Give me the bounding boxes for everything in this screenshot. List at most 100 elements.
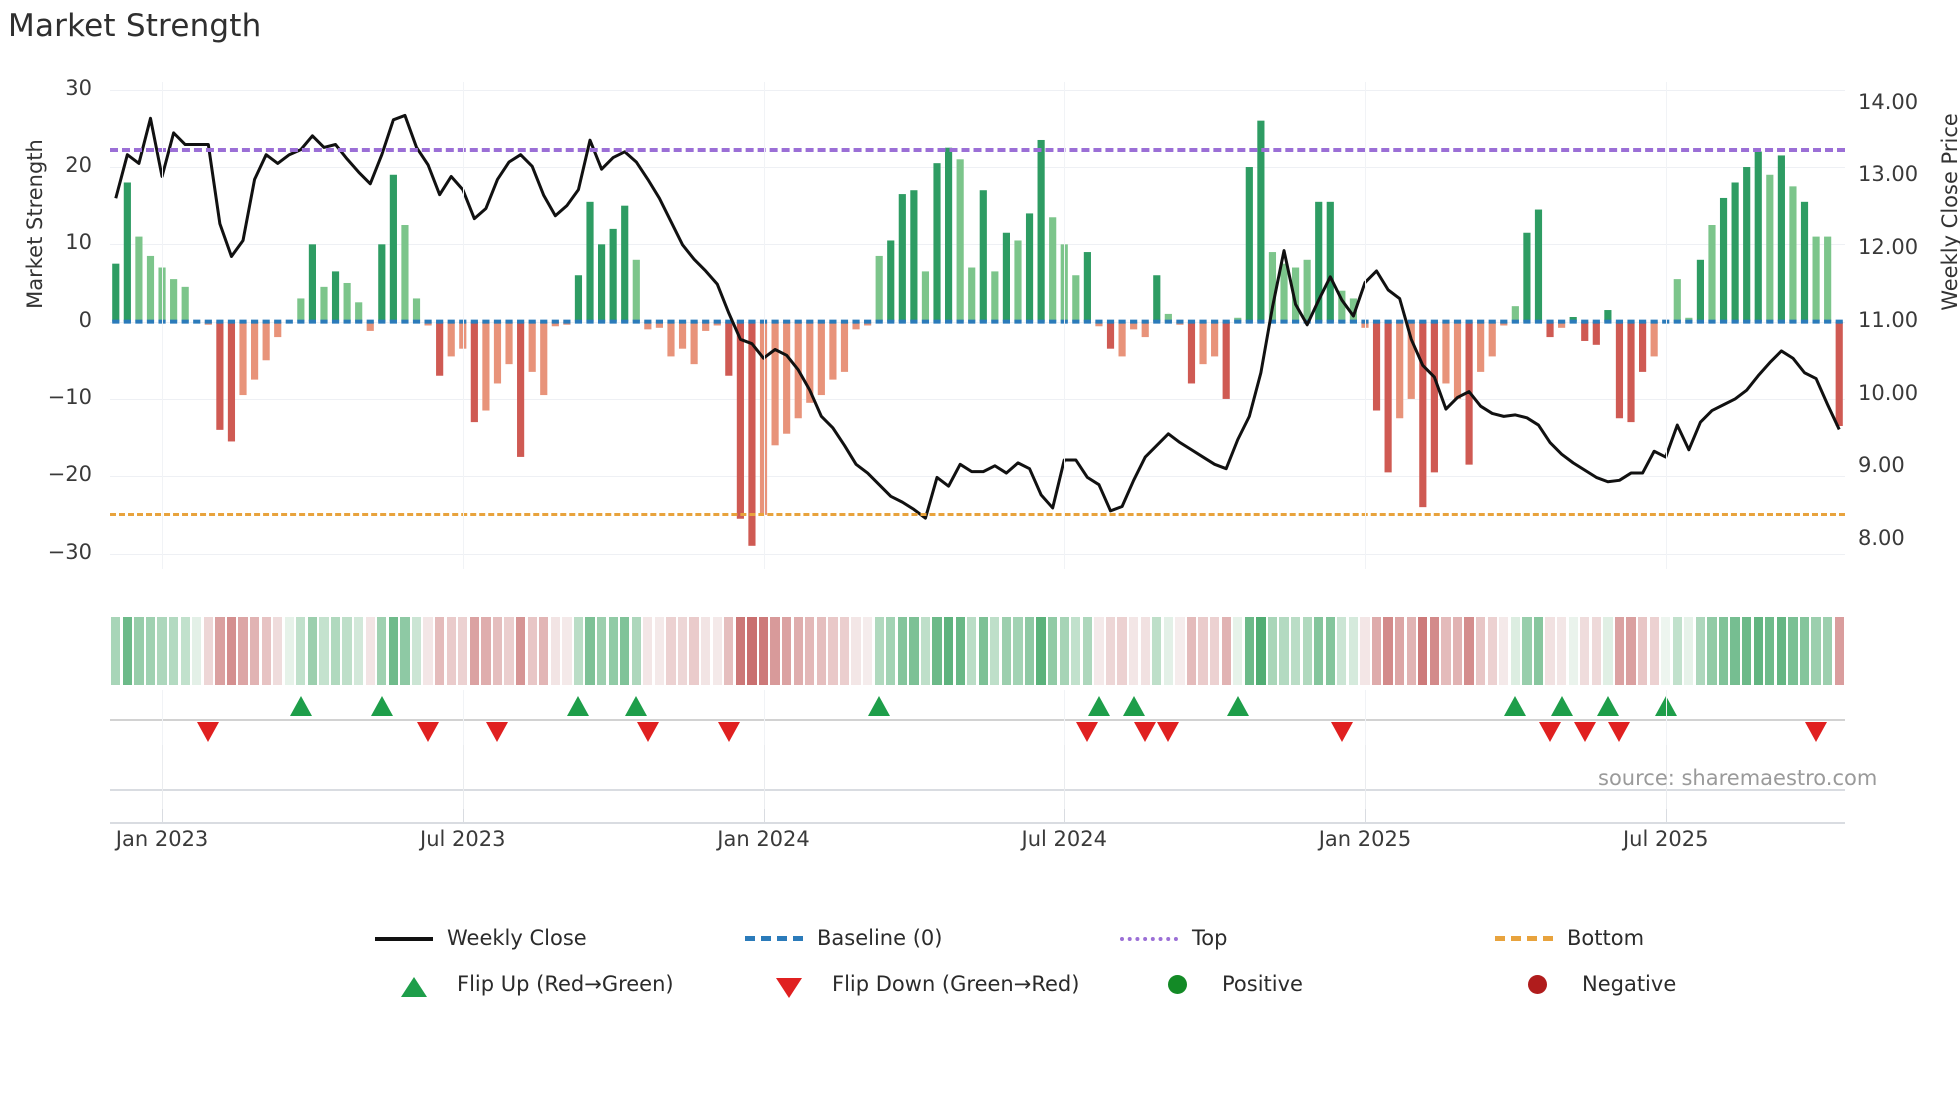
legend-item-baseline-0[interactable]: Baseline (0): [745, 915, 942, 961]
strength-bar: [690, 321, 698, 365]
strength-bar: [1095, 321, 1103, 327]
baseline-segment: [644, 319, 652, 324]
legend-label: Negative: [1582, 972, 1677, 996]
heatmap-cell: [1452, 617, 1463, 685]
heatmap-cell: [354, 617, 364, 685]
heatmap-cell: [1476, 617, 1486, 685]
legend-item-weekly-close[interactable]: Weekly Close: [375, 915, 587, 961]
heatmap-cell: [631, 617, 641, 685]
strength-bar: [1650, 321, 1658, 357]
legend-item-bottom[interactable]: Bottom: [1495, 915, 1644, 961]
strength-bar: [1488, 321, 1496, 357]
strength-bar: [1766, 174, 1774, 322]
heatmap-cell: [1614, 617, 1625, 685]
legend-item-flip-up-red-green[interactable]: Flip Up (Red→Green): [385, 961, 674, 1007]
strength-bar: [1430, 321, 1438, 473]
x-gridline: [763, 82, 765, 569]
baseline-segment: [725, 319, 733, 324]
heatmap-cell: [1152, 617, 1162, 685]
baseline-segment: [1754, 319, 1762, 324]
heatmap-cell: [967, 617, 977, 685]
heatmap-cell: [735, 617, 745, 685]
flip-down-marker-icon: [197, 722, 220, 742]
heatmap-cell: [758, 617, 769, 685]
heatmap-cell: [643, 617, 653, 685]
baseline-segment: [517, 319, 525, 324]
baseline-segment: [771, 319, 779, 324]
gridline: [110, 321, 1845, 323]
baseline-segment: [1604, 319, 1612, 324]
legend-label: Bottom: [1567, 926, 1645, 950]
strength-bar: [574, 275, 583, 322]
baseline-segment: [1511, 319, 1519, 324]
legend-item-negative[interactable]: Negative: [1510, 961, 1676, 1007]
baseline-segment: [713, 319, 721, 324]
x-tick-label: Jan 2023: [115, 827, 209, 851]
y-tick-left: 0: [78, 307, 92, 332]
heatmap-cell: [573, 617, 584, 685]
strength-bar: [1546, 321, 1554, 338]
x-gridline: [162, 82, 164, 569]
heatmap-cell: [435, 617, 445, 685]
strength-bar: [1407, 321, 1415, 399]
dotted-line-icon: [1120, 927, 1178, 949]
strength-bar: [1442, 321, 1450, 384]
heatmap-cell: [1776, 617, 1786, 685]
strength-bar: [505, 321, 513, 365]
legend-item-positive[interactable]: Positive: [1150, 961, 1303, 1007]
heatmap-cell: [145, 617, 156, 685]
heatmap-cell: [423, 617, 433, 685]
baseline-segment: [829, 319, 837, 324]
strength-bar: [1824, 236, 1832, 322]
heatmap-cell: [1418, 617, 1428, 685]
y-tick-right: 14.00: [1858, 89, 1919, 114]
y-tick-right: 9.00: [1858, 453, 1905, 478]
y-tick-left: 20: [65, 153, 92, 178]
heatmap-cell: [1533, 617, 1544, 685]
heatmap-cell: [458, 617, 468, 685]
heatmap-cell: [1799, 617, 1810, 685]
heatmap-cell: [909, 617, 919, 685]
strength-bar: [308, 244, 316, 322]
strength-bar: [1002, 232, 1010, 322]
circle-icon: [1510, 973, 1568, 995]
baseline-segment: [1534, 319, 1543, 324]
strength-bar: [644, 321, 652, 330]
strength-bar: [1118, 321, 1126, 357]
strength-bar: [1615, 321, 1624, 419]
baseline-segment: [528, 319, 536, 324]
gridline: [110, 398, 1845, 400]
y-tick-right: 8.00: [1858, 525, 1905, 550]
baseline-segment: [1465, 319, 1473, 324]
strength-bar: [216, 321, 224, 430]
heatmap-cell: [1823, 617, 1833, 685]
heatmap-cell: [122, 617, 132, 685]
strength-bar: [1477, 321, 1485, 372]
baseline-segment: [1558, 319, 1566, 324]
flip-down-marker-icon: [717, 722, 740, 742]
strength-bar: [1245, 167, 1253, 322]
legend-item-top[interactable]: Top: [1120, 915, 1227, 961]
gridline: [110, 244, 1845, 246]
flip-up-marker-icon: [567, 696, 590, 716]
baseline-segment: [1731, 319, 1739, 324]
baseline-segment: [1199, 319, 1207, 324]
heatmap-cell: [1753, 617, 1763, 685]
strength-bar: [1569, 317, 1577, 322]
baseline-segment: [540, 319, 548, 324]
strength-bar: [1835, 321, 1843, 426]
legend-item-flip-down-green-red[interactable]: Flip Down (Green→Red): [760, 961, 1079, 1007]
legend-label: Baseline (0): [817, 926, 943, 950]
strength-bar: [898, 194, 906, 322]
heatmap-cell: [596, 617, 607, 685]
strength-bar: [1523, 232, 1531, 322]
baseline-segment: [759, 319, 768, 324]
strength-bar: [1639, 321, 1647, 372]
heatmap-cell: [1811, 617, 1821, 685]
heatmap-cell: [1267, 617, 1278, 685]
strength-bar: [517, 321, 525, 457]
heatmap-cell: [782, 617, 792, 685]
heatmap-cell: [1163, 617, 1173, 685]
baseline-segment: [285, 319, 293, 324]
strength-bar: [1627, 321, 1635, 423]
